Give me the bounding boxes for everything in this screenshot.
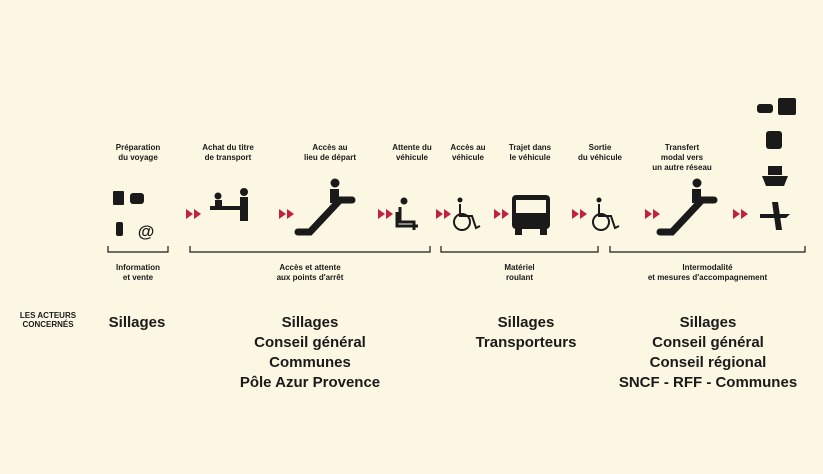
group-label: et mesures d'accompagnement (648, 273, 768, 282)
actor-name: Sillages (498, 314, 555, 331)
step-label: Sortie (589, 143, 612, 152)
arrow (502, 209, 509, 219)
actor-name: Transporteurs (476, 334, 577, 351)
arrow (287, 209, 294, 219)
icon-person (215, 200, 222, 206)
icon-person (692, 189, 701, 203)
icon-person (240, 188, 248, 196)
icon-book (113, 191, 124, 205)
step-label: Transfert (665, 143, 700, 152)
icon-desk (210, 206, 240, 210)
icon-escalator (294, 196, 356, 236)
icon-seated (395, 207, 418, 230)
arrow (378, 209, 385, 219)
group-label: Matériel (504, 263, 534, 272)
actor-name: Communes (269, 354, 351, 371)
icon-person (214, 192, 222, 200)
step-label: modal vers (661, 153, 704, 162)
icon-bus (516, 200, 546, 213)
step-label: Préparation (116, 143, 161, 152)
arrow (436, 209, 443, 219)
icons: @ (113, 98, 796, 241)
step-label: du voyage (118, 153, 158, 162)
group-label: aux points d'arrêt (277, 273, 344, 282)
icon-person (692, 178, 702, 188)
arrow (653, 209, 660, 219)
step-label: véhicule (452, 153, 485, 162)
icon-bus (540, 229, 547, 235)
actor-name: Conseil général (254, 334, 366, 351)
arrow (645, 209, 652, 219)
actors-heading: CONCERNÉS (22, 320, 74, 329)
icon-person (330, 178, 340, 188)
actor-name: Conseil régional (650, 354, 767, 371)
icon-car (757, 104, 773, 113)
icon-wheelchair (453, 204, 620, 231)
arrow (194, 209, 201, 219)
step-label: Trajet dans (509, 143, 552, 152)
arrow (444, 209, 451, 219)
group-label: Accès et attente (279, 263, 341, 272)
arrow (494, 209, 501, 219)
actor-name: Sillages (680, 314, 737, 331)
step-label: de transport (205, 153, 252, 162)
group-label: Information (116, 263, 160, 272)
icon-mobile (116, 222, 123, 236)
actor-name: Sillages (282, 314, 339, 331)
arrow (279, 209, 286, 219)
actor-name: Conseil général (652, 334, 764, 351)
arrow (733, 209, 740, 219)
actor-name: Pôle Azur Provence (240, 374, 380, 391)
step-label: le véhicule (510, 153, 551, 162)
icon-wheelchair (596, 197, 602, 203)
icon-ship (762, 166, 788, 186)
step-label: du véhicule (578, 153, 623, 162)
bracket (189, 246, 431, 253)
step-label: lieu de départ (304, 153, 356, 162)
icon-seated (400, 197, 408, 205)
arrow (741, 209, 748, 219)
bracket (440, 246, 599, 253)
arrow (386, 209, 393, 219)
group-label: roulant (506, 273, 533, 282)
icon-wheelchair (457, 197, 463, 203)
arrow (580, 209, 587, 219)
icon-bus (778, 98, 796, 115)
actor-name: SNCF - RFF - Communes (619, 374, 797, 391)
icon-plane (760, 202, 790, 230)
icon-person (330, 189, 339, 203)
icon-train (766, 131, 782, 149)
bracket (609, 246, 806, 253)
icon-person (240, 197, 248, 221)
step-label: véhicule (396, 153, 429, 162)
step-label: un autre réseau (652, 163, 712, 172)
step-label: Accès au (450, 143, 485, 152)
arrow (186, 209, 193, 219)
actors-heading: LES ACTEURS (20, 311, 77, 320)
group-label: et vente (123, 273, 154, 282)
arrow (572, 209, 579, 219)
group-label: Intermodalité (682, 263, 733, 272)
icon-bus (515, 229, 522, 235)
icon-at: @ (138, 222, 155, 241)
step-label: Achat du titre (202, 143, 254, 152)
step-label: Accès au (312, 143, 347, 152)
bracket (107, 246, 169, 253)
actor-name: Sillages (109, 314, 166, 331)
icon-escalator (656, 196, 718, 236)
step-label: Attente du (392, 143, 432, 152)
icon-phone (130, 193, 144, 204)
